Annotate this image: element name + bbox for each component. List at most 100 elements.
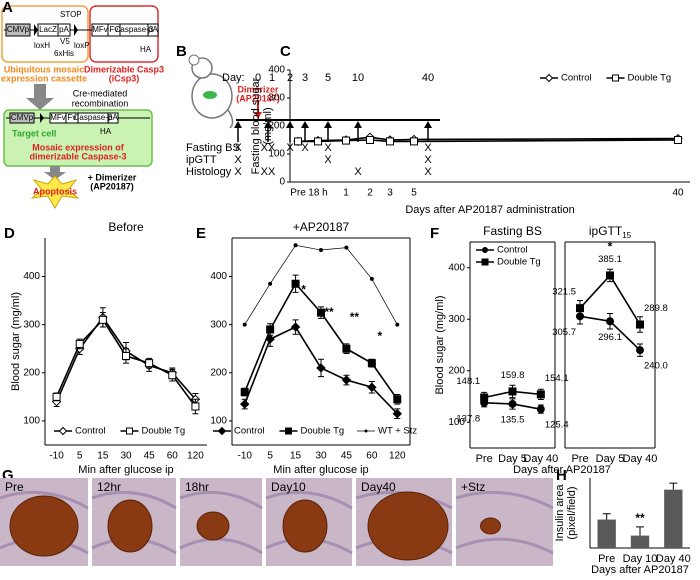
data-label: 148.1 bbox=[456, 376, 480, 387]
chart-title: +AP20187 bbox=[293, 220, 350, 234]
icasp-label: (iCsp3) bbox=[109, 73, 140, 83]
y-axis-label: (mg/ml) bbox=[262, 107, 274, 144]
y-tick-label: 100 bbox=[268, 149, 285, 160]
legend-symbol bbox=[58, 426, 68, 436]
islet bbox=[480, 517, 501, 535]
gene-label: loxH bbox=[34, 41, 50, 50]
annotation: * bbox=[608, 239, 613, 253]
point bbox=[344, 245, 349, 250]
legend-symbol bbox=[544, 73, 554, 83]
y-tick-label: 200 bbox=[268, 121, 285, 132]
recombination-label: recombination bbox=[72, 98, 129, 108]
point bbox=[290, 322, 301, 332]
micrograph-label: Day10 bbox=[271, 480, 306, 494]
x-tick-label: 1 bbox=[343, 188, 349, 199]
y-axis-label: Blood sugar (mg/ml) bbox=[434, 295, 446, 394]
gene-label: Caspase-3 bbox=[74, 113, 113, 122]
gene-label: LacZ bbox=[39, 25, 57, 34]
point bbox=[266, 325, 275, 334]
legend-label: Double Tg bbox=[301, 426, 345, 437]
data-label: 135.5 bbox=[501, 414, 525, 425]
y-tick-label: 300 bbox=[448, 314, 465, 325]
legend-symbol bbox=[612, 74, 619, 82]
y-tick-label: 100 bbox=[23, 416, 40, 427]
data-label: 305.7 bbox=[552, 327, 576, 338]
x-axis-label: Days after AP20187 administration bbox=[405, 204, 574, 216]
lox-site bbox=[74, 24, 78, 36]
dimerizer-label: Dimerizer bbox=[237, 84, 279, 94]
gene-label: HA bbox=[140, 45, 152, 54]
arrow bbox=[44, 166, 66, 180]
x-axis-label: Days after AP20187 bbox=[591, 564, 689, 576]
day-tick-label: 1 bbox=[269, 72, 275, 84]
gene-box bbox=[107, 112, 119, 124]
title-subscript: 15 bbox=[622, 231, 631, 240]
annotation: * bbox=[301, 282, 306, 296]
point bbox=[606, 317, 614, 326]
gene-box bbox=[5, 23, 31, 37]
mouse-tail bbox=[227, 109, 234, 129]
mosaic-label: Mosaic expression of bbox=[32, 142, 125, 152]
y-axis-label: (pixel/field) bbox=[566, 486, 578, 539]
gene-label: pA bbox=[148, 25, 158, 34]
point bbox=[122, 351, 130, 360]
y-axis-label: Blood sugar (mg/ml) bbox=[10, 292, 22, 391]
x-tick-label: 2 bbox=[367, 188, 373, 199]
arrow-head bbox=[264, 121, 272, 128]
target-cell bbox=[3, 109, 153, 167]
y-tick-label: 300 bbox=[268, 93, 285, 104]
schematic-a bbox=[1, 5, 159, 209]
gene-label: Caspase-3 bbox=[115, 25, 154, 34]
point bbox=[240, 388, 249, 397]
gene-label: MFv bbox=[92, 25, 108, 34]
dimerizer-label: (AP20187) bbox=[236, 93, 280, 103]
y-tick-label: 400 bbox=[448, 262, 465, 273]
point bbox=[636, 346, 644, 355]
x-tick-label: 45 bbox=[144, 451, 156, 462]
y-tick-label: 200 bbox=[448, 365, 465, 376]
legend-marker bbox=[612, 74, 619, 82]
row-mark: XX bbox=[261, 166, 276, 178]
panel-letter: C bbox=[280, 43, 291, 60]
legend-marker bbox=[482, 247, 488, 253]
legend-marker bbox=[481, 258, 489, 266]
chart-title: ipGTT15 bbox=[589, 224, 632, 240]
data-label: 137.8 bbox=[456, 413, 480, 424]
day-tick-label: 40 bbox=[422, 72, 434, 84]
data-label: 154.1 bbox=[545, 373, 569, 384]
legend-symbol bbox=[482, 247, 488, 253]
legend-label: Control bbox=[497, 245, 528, 256]
panel-letter: H bbox=[556, 467, 567, 484]
point bbox=[268, 281, 273, 286]
islet bbox=[282, 499, 328, 553]
gene-label: CMVp bbox=[11, 113, 34, 122]
x-tick-label: 120 bbox=[389, 451, 406, 462]
arrow-head bbox=[354, 121, 362, 128]
data-label: 159.8 bbox=[501, 370, 525, 381]
legend-symbol bbox=[217, 426, 227, 436]
row-mark: X bbox=[234, 166, 242, 178]
row-mark: X bbox=[301, 142, 309, 154]
data-label: 385.1 bbox=[598, 254, 622, 265]
tissue-texture bbox=[455, 490, 554, 555]
apoptosis-burst bbox=[30, 175, 80, 209]
error-bar bbox=[669, 482, 678, 490]
x-tick-label: -10 bbox=[237, 451, 252, 462]
series-line bbox=[298, 139, 679, 143]
panel-letter: E bbox=[196, 225, 206, 242]
data-label: 289.8 bbox=[644, 303, 668, 314]
micrograph-label: Pre bbox=[5, 480, 24, 494]
x-tick-label: Pre bbox=[598, 553, 615, 565]
arrow-head bbox=[301, 121, 309, 128]
annotation: ** bbox=[635, 511, 645, 525]
point bbox=[606, 271, 614, 280]
x-tick-label: Day 40 bbox=[656, 553, 691, 565]
y-tick-label: 400 bbox=[23, 271, 40, 282]
point bbox=[293, 243, 298, 248]
gene-box bbox=[57, 23, 71, 37]
point bbox=[98, 315, 107, 324]
annotation: ** bbox=[350, 310, 360, 324]
tissue-texture bbox=[179, 490, 263, 555]
day-tick-label: 0 bbox=[255, 72, 261, 84]
micrograph-label: 12hr bbox=[97, 480, 121, 494]
